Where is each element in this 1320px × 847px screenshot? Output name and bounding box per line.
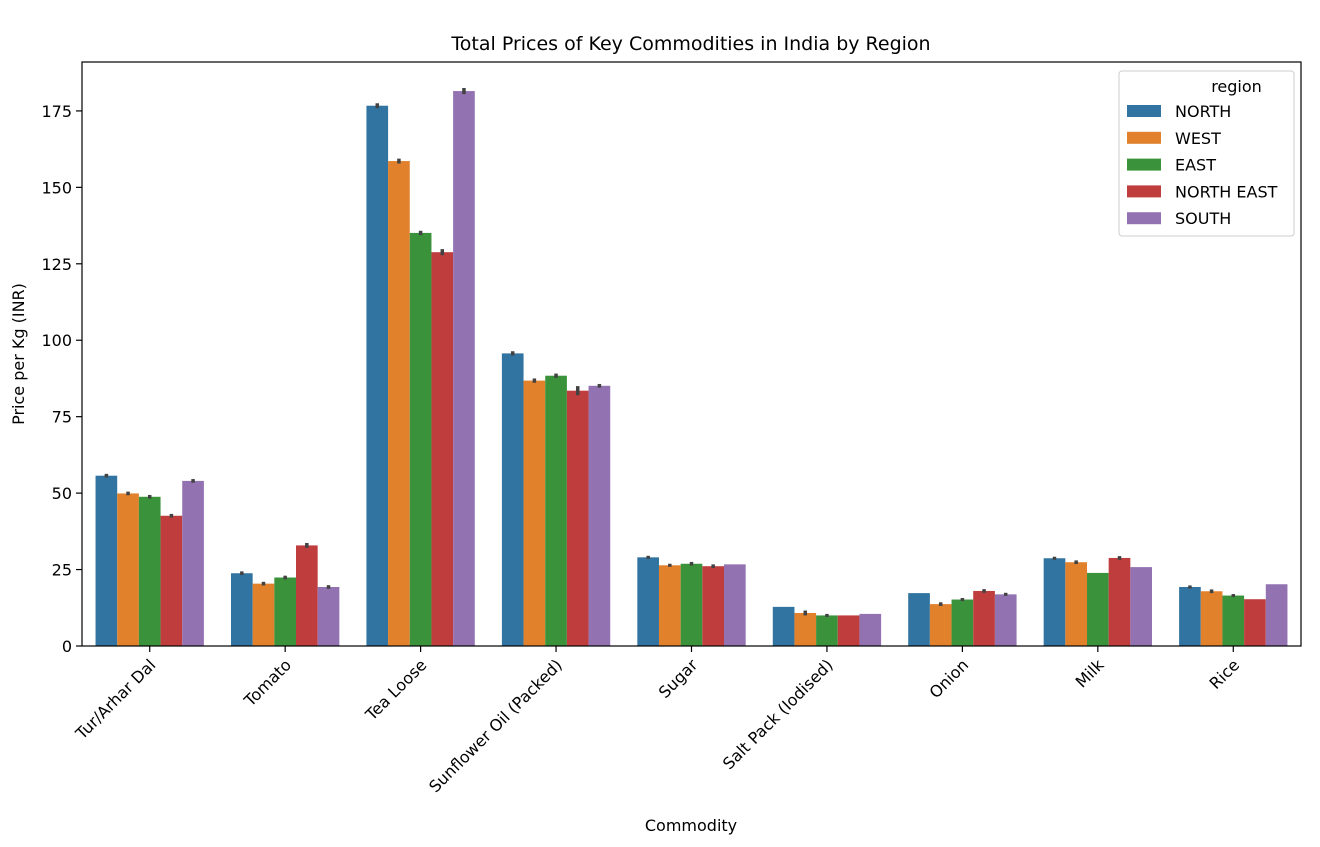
x-axis-label: Commodity bbox=[645, 816, 737, 835]
legend-label-north-east: NORTH EAST bbox=[1175, 182, 1278, 201]
axes-layer: 0 25 50 75 100 125 150 175 Tur/Arhar Dal Tomato Te… bbox=[41, 61, 1302, 796]
bar-west-1 bbox=[252, 583, 275, 646]
bar-north-east-5 bbox=[837, 615, 860, 646]
y-tick-label: 125 bbox=[41, 255, 72, 274]
bar-west-5 bbox=[794, 612, 817, 646]
bar-north-1 bbox=[230, 573, 253, 646]
bar-east-0 bbox=[138, 496, 161, 646]
x-tick-label: Sugar bbox=[655, 655, 702, 702]
x-tick-label: Milk bbox=[1072, 655, 1109, 692]
legend-box bbox=[1118, 70, 1295, 237]
legend: region NORTH WEST EAST NORTH EAST SOUTH bbox=[1118, 70, 1295, 237]
bar-north-east-3 bbox=[566, 390, 589, 646]
legend-swatch-east bbox=[1127, 158, 1161, 171]
bar-north-5 bbox=[772, 606, 795, 646]
y-tick-label: 175 bbox=[41, 102, 72, 121]
bar-west-0 bbox=[117, 493, 139, 646]
legend-swatch-north-east bbox=[1127, 185, 1161, 198]
legend-label-north: NORTH bbox=[1175, 102, 1231, 121]
bar-west-7 bbox=[1065, 562, 1087, 646]
bar-east-2 bbox=[409, 232, 432, 647]
bar-south-0 bbox=[182, 480, 204, 646]
bar-north-7 bbox=[1043, 558, 1066, 646]
bar-south-3 bbox=[588, 385, 611, 646]
bar-north-8 bbox=[1179, 586, 1201, 646]
legend-swatch-north bbox=[1127, 105, 1161, 117]
bar-north-3 bbox=[501, 353, 524, 646]
bar-east-8 bbox=[1222, 595, 1245, 646]
legend-label-south: SOUTH bbox=[1175, 209, 1231, 228]
bar-east-7 bbox=[1087, 572, 1109, 646]
bar-south-1 bbox=[317, 586, 340, 646]
x-tick-label: Sunflower Oil (Packed) bbox=[425, 655, 566, 796]
legend-title: region bbox=[1211, 77, 1262, 96]
y-tick-label: 0 bbox=[62, 637, 72, 656]
x-tick-label: Rice bbox=[1206, 655, 1244, 693]
y-axis-label: Price per Kg (INR) bbox=[9, 283, 28, 425]
x-tick-label: Tea Loose bbox=[361, 655, 430, 724]
y-tick-label: 50 bbox=[52, 484, 72, 503]
bars-layer bbox=[95, 87, 1288, 647]
y-tick-label: 150 bbox=[41, 178, 72, 197]
bar-north-6 bbox=[908, 593, 930, 646]
bar-west-4 bbox=[658, 565, 681, 646]
x-tick-label: Salt Pack (Iodised) bbox=[719, 655, 837, 773]
bar-north-4 bbox=[637, 557, 659, 646]
bar-east-4 bbox=[680, 563, 703, 646]
bar-south-5 bbox=[859, 613, 882, 646]
bar-west-3 bbox=[523, 380, 546, 646]
bar-north-east-6 bbox=[973, 590, 995, 646]
bar-south-7 bbox=[1130, 567, 1153, 646]
bar-east-5 bbox=[816, 615, 838, 646]
bar-north-east-0 bbox=[160, 515, 183, 646]
bar-north-east-4 bbox=[702, 566, 725, 646]
chart-title: Total Prices of Key Commodities in India… bbox=[450, 33, 930, 55]
x-tick-label: Tur/Arhar Dal bbox=[71, 655, 159, 743]
bar-north-east-8 bbox=[1244, 599, 1266, 646]
bar-east-1 bbox=[274, 577, 296, 646]
bar-west-6 bbox=[929, 604, 952, 646]
bar-south-2 bbox=[453, 91, 475, 647]
bar-north-east-2 bbox=[431, 252, 454, 646]
bar-south-4 bbox=[724, 564, 746, 646]
y-tick-label: 100 bbox=[41, 331, 72, 350]
legend-label-west: WEST bbox=[1175, 129, 1221, 148]
bar-north-0 bbox=[95, 475, 118, 646]
bar-south-8 bbox=[1265, 584, 1288, 646]
bar-north-2 bbox=[366, 105, 389, 647]
bar-south-6 bbox=[994, 594, 1017, 646]
bar-west-2 bbox=[388, 161, 410, 646]
bar-east-6 bbox=[951, 599, 974, 646]
legend-swatch-west bbox=[1127, 131, 1161, 144]
x-tick-label: Tomato bbox=[240, 655, 295, 710]
y-tick-label: 25 bbox=[52, 561, 72, 580]
bar-east-3 bbox=[545, 375, 567, 646]
x-tick-label: Onion bbox=[925, 655, 972, 702]
bar-north-east-7 bbox=[1108, 557, 1131, 646]
legend-label-east: EAST bbox=[1175, 156, 1216, 175]
legend-swatch-south bbox=[1127, 212, 1161, 225]
bar-west-8 bbox=[1200, 591, 1223, 646]
y-tick-label: 75 bbox=[52, 408, 72, 427]
bar-north-east-1 bbox=[296, 545, 318, 646]
